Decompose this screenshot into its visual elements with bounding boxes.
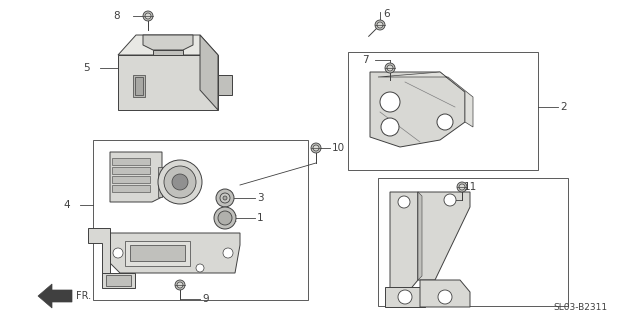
Text: 3: 3 (257, 193, 264, 203)
Circle shape (398, 196, 410, 208)
Bar (130, 245, 185, 261)
Polygon shape (110, 233, 240, 273)
Text: 9: 9 (202, 294, 209, 304)
Circle shape (220, 193, 230, 203)
Circle shape (223, 248, 233, 258)
Polygon shape (378, 72, 473, 127)
Bar (378, 178, 568, 306)
Text: 5: 5 (83, 63, 90, 73)
Bar (125, 241, 190, 266)
Polygon shape (38, 284, 72, 308)
Text: SL03-B2311: SL03-B2311 (553, 303, 607, 313)
Polygon shape (158, 167, 162, 197)
Polygon shape (390, 192, 418, 292)
Circle shape (375, 20, 385, 30)
Circle shape (311, 143, 321, 153)
Bar (133, 75, 145, 97)
Circle shape (145, 13, 151, 19)
Bar (348, 52, 538, 170)
Circle shape (218, 211, 232, 225)
Polygon shape (370, 72, 465, 147)
Circle shape (398, 290, 412, 304)
Text: FR.: FR. (76, 291, 91, 301)
Text: 8: 8 (113, 11, 120, 21)
Bar (106, 275, 131, 286)
Circle shape (216, 189, 234, 207)
Polygon shape (385, 287, 425, 307)
Circle shape (223, 196, 227, 200)
Circle shape (385, 63, 395, 73)
Bar (135, 77, 143, 95)
Text: 6: 6 (383, 9, 390, 19)
Text: 1: 1 (257, 213, 264, 223)
Bar (93, 140, 308, 300)
Circle shape (143, 11, 153, 21)
Circle shape (457, 182, 467, 192)
Text: 4: 4 (63, 200, 70, 210)
Circle shape (113, 248, 123, 258)
Text: 2: 2 (560, 102, 566, 112)
Circle shape (158, 160, 202, 204)
Circle shape (175, 280, 185, 290)
Polygon shape (118, 35, 218, 55)
Text: 10: 10 (332, 143, 345, 153)
Bar (112, 167, 150, 174)
Polygon shape (418, 192, 422, 280)
Circle shape (380, 92, 400, 112)
Polygon shape (418, 192, 470, 280)
Circle shape (438, 290, 452, 304)
Circle shape (164, 166, 196, 198)
Circle shape (177, 282, 183, 288)
Text: 11: 11 (464, 182, 477, 192)
Polygon shape (110, 152, 162, 202)
Circle shape (437, 114, 453, 130)
Circle shape (313, 145, 319, 151)
Polygon shape (88, 228, 110, 273)
Polygon shape (200, 35, 218, 110)
Polygon shape (118, 55, 218, 110)
Polygon shape (420, 280, 470, 307)
Circle shape (444, 194, 456, 206)
Bar (112, 185, 150, 192)
Circle shape (387, 65, 393, 71)
Circle shape (172, 174, 188, 190)
Bar (112, 176, 150, 183)
Polygon shape (153, 50, 183, 55)
Bar (218, 75, 232, 95)
Circle shape (196, 264, 204, 272)
Polygon shape (102, 273, 135, 288)
Circle shape (377, 22, 383, 28)
Circle shape (214, 207, 236, 229)
Text: 7: 7 (362, 55, 369, 65)
Polygon shape (143, 35, 193, 50)
Circle shape (459, 184, 465, 190)
Bar (112, 158, 150, 165)
Circle shape (381, 118, 399, 136)
